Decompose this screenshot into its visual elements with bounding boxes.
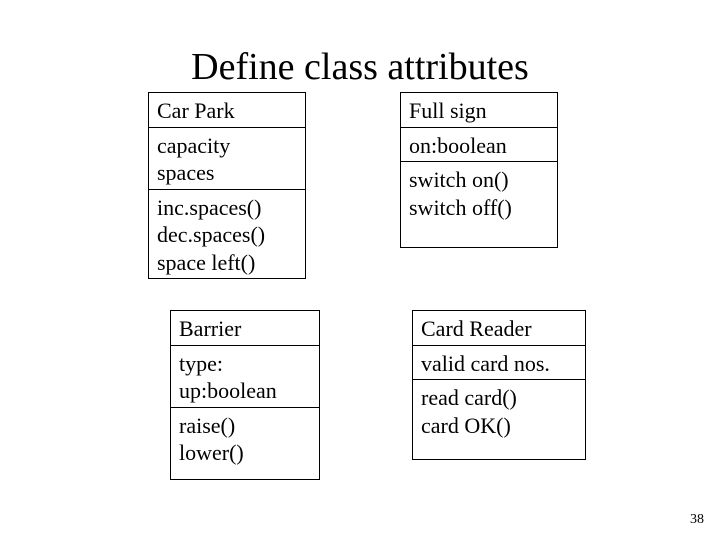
operation: dec.spaces() bbox=[157, 221, 297, 249]
class-box-car-park: Car Park capacity spaces inc.spaces() de… bbox=[148, 92, 306, 279]
class-box-full-sign: Full sign on:boolean switch on() switch … bbox=[400, 92, 558, 248]
page-number: 38 bbox=[690, 512, 704, 528]
operation: switch off() bbox=[409, 194, 549, 222]
attribute: valid card nos. bbox=[421, 350, 577, 378]
page-title: Define class attributes bbox=[0, 45, 720, 89]
operation: card OK() bbox=[421, 412, 577, 440]
class-operations: inc.spaces() dec.spaces() space left() bbox=[149, 190, 305, 279]
class-name: Full sign bbox=[401, 93, 557, 127]
class-attributes: capacity spaces bbox=[149, 128, 305, 189]
operation: switch on() bbox=[409, 166, 549, 194]
class-name: Card Reader bbox=[413, 311, 585, 345]
class-box-card-reader: Card Reader valid card nos. read card() … bbox=[412, 310, 586, 460]
class-box-barrier: Barrier type: up:boolean raise() lower() bbox=[170, 310, 320, 480]
class-attributes: valid card nos. bbox=[413, 346, 585, 380]
class-operations: switch on() switch off() bbox=[401, 162, 557, 223]
operation: read card() bbox=[421, 384, 577, 412]
operation: space left() bbox=[157, 249, 297, 277]
attribute: on:boolean bbox=[409, 132, 549, 160]
class-name: Car Park bbox=[149, 93, 305, 127]
class-attributes: type: up:boolean bbox=[171, 346, 319, 407]
attribute: capacity bbox=[157, 132, 297, 160]
operation: lower() bbox=[179, 439, 311, 467]
operation: inc.spaces() bbox=[157, 194, 297, 222]
class-operations: read card() card OK() bbox=[413, 380, 585, 441]
class-attributes: on:boolean bbox=[401, 128, 557, 162]
attribute: type: bbox=[179, 350, 311, 378]
attribute: spaces bbox=[157, 159, 297, 187]
operation: raise() bbox=[179, 412, 311, 440]
class-operations: raise() lower() bbox=[171, 408, 319, 469]
class-name: Barrier bbox=[171, 311, 319, 345]
slide: Define class attributes Car Park capacit… bbox=[0, 0, 720, 540]
attribute: up:boolean bbox=[179, 377, 311, 405]
